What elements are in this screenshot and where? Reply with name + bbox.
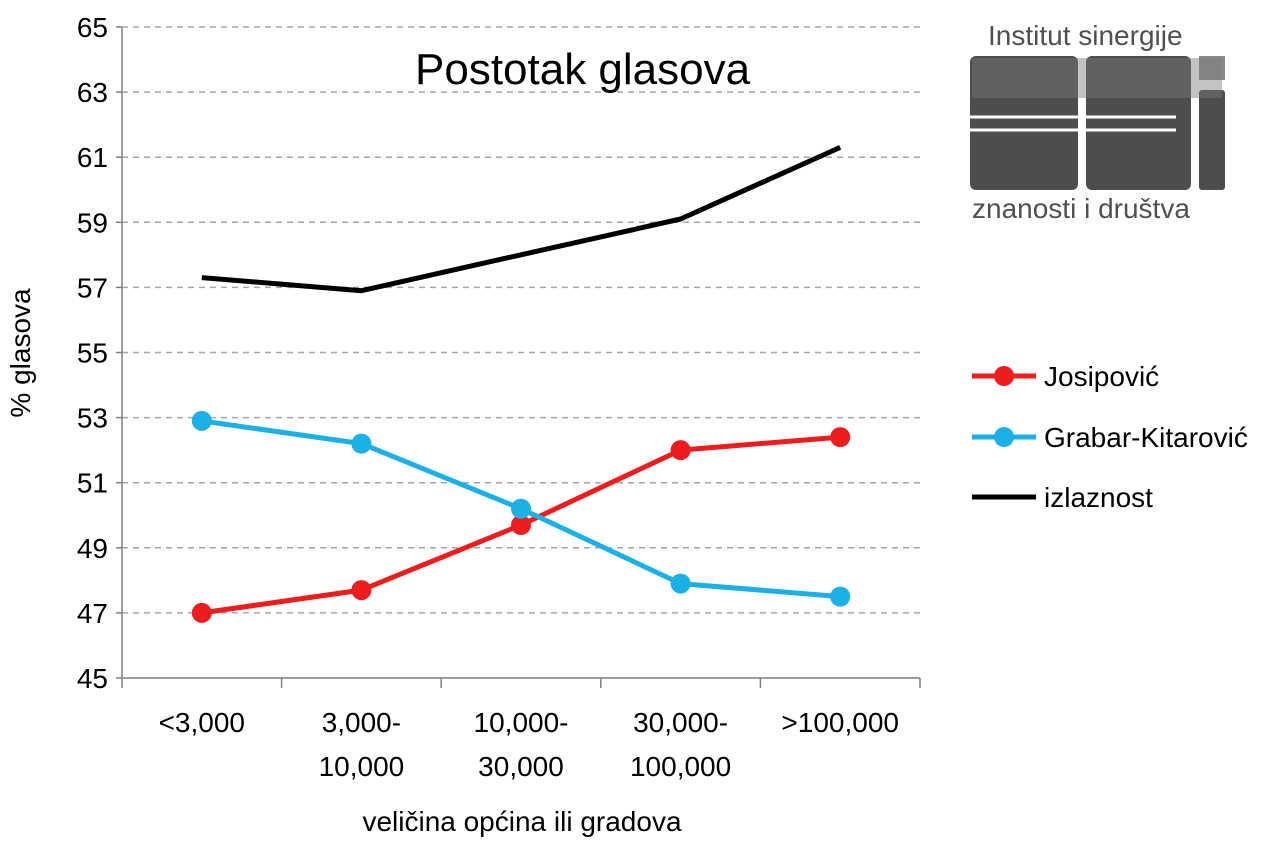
logo-text-top: Institut sinergije [988, 20, 1183, 51]
x-tick-labels: <3,000 3,000-10,000 10,000-30,000 30,000-10… [159, 707, 899, 782]
institute-logo: Institut sinergije znanosti i društva [952, 20, 1225, 224]
x-tick-label: <3,000 [159, 707, 245, 738]
data-point [351, 433, 372, 454]
data-point [511, 498, 531, 519]
x-tick-label: 30,000-100,000 [630, 707, 731, 782]
axes [116, 26, 921, 688]
x-tick-label: 3,000-10,000 [319, 707, 405, 782]
y-tick-label: 59 [77, 207, 108, 238]
logo-text-bottom: znanosti i društva [972, 193, 1190, 224]
legend-label: izlaznost [1044, 482, 1153, 513]
y-tick-labels: 45 47 49 51 53 55 57 59 61 63 65 [77, 12, 108, 694]
chart-title: Postotak glasova [415, 45, 751, 94]
logo-block-1 [970, 56, 1078, 190]
logo-block-3 [1199, 56, 1225, 80]
data-point [830, 427, 851, 448]
logo-block-2 [1086, 56, 1191, 190]
x-tick-label: >100,000 [781, 707, 899, 738]
data-point [191, 410, 212, 431]
legend-label: Grabar-Kitarović [1044, 422, 1248, 453]
y-tick-label: 57 [77, 272, 108, 303]
y-tick-label: 61 [77, 142, 108, 173]
y-tick-label: 45 [77, 663, 108, 694]
logo-highlight [972, 58, 1222, 98]
y-tick-label: 51 [77, 468, 108, 499]
y-tick-label: 55 [77, 338, 108, 369]
grid-lines [122, 26, 920, 614]
data-point [511, 515, 531, 536]
data-point [191, 602, 212, 623]
y-tick-label: 53 [77, 403, 108, 434]
legend: Josipović Grabar-Kitarović izlaznost [972, 361, 1248, 513]
y-tick-label: 63 [77, 77, 108, 108]
data-point [830, 586, 851, 607]
legend-marker [994, 366, 1014, 386]
y-tick-label: 49 [77, 533, 108, 564]
series-lines [191, 145, 851, 623]
y-tick-label: 65 [77, 12, 108, 43]
data-point [670, 573, 691, 594]
data-point [351, 580, 372, 601]
x-axis-label: veličina općina ili gradova [362, 806, 682, 837]
data-point [670, 440, 691, 461]
legend-label: Josipović [1044, 361, 1159, 392]
series-line-izlaznost [201, 145, 842, 294]
y-axis-label: % glasova [5, 288, 36, 418]
legend-marker [994, 427, 1014, 447]
logo-block-4 [1199, 90, 1225, 190]
x-tick-label: 10,000-30,000 [474, 707, 569, 782]
y-tick-label: 47 [77, 598, 108, 629]
